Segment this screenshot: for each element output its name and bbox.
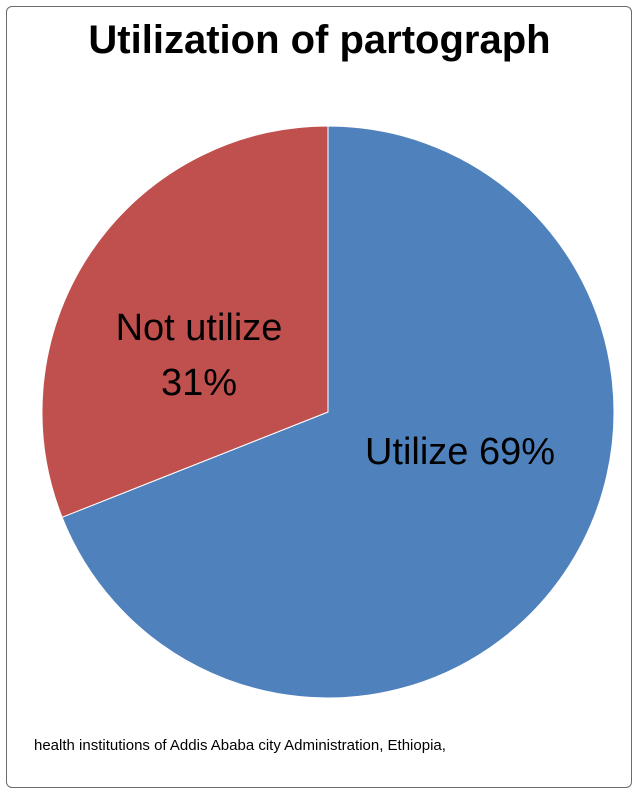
slice-label-not-utilize-name: Not utilize [116, 307, 283, 349]
pie-slice-not-utilize [41, 125, 329, 518]
chart-title: Utilization of partograph [88, 18, 551, 62]
pie-slice-utilize [61, 125, 615, 699]
slice-label-utilize: Utilize 69% [365, 431, 555, 473]
footnote: health institutions of Addis Ababa city … [34, 737, 446, 754]
slice-label-not-utilize-value: 31% [161, 362, 237, 404]
